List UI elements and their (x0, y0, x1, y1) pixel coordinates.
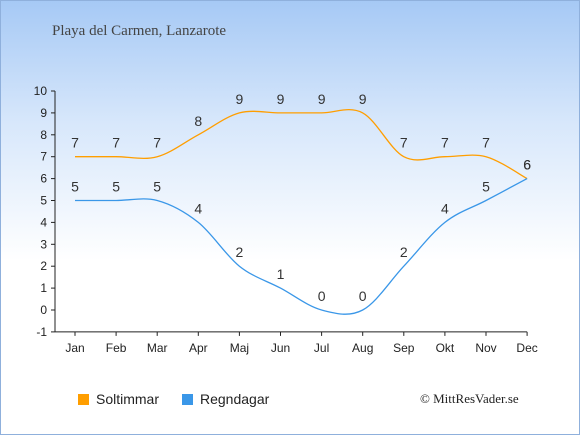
y-tick-label: 5 (40, 194, 47, 208)
data-label-soltimmar: 7 (400, 135, 408, 151)
data-label-regndagar: 0 (359, 288, 367, 304)
data-label-soltimmar: 7 (112, 135, 120, 151)
data-label-soltimmar: 9 (359, 91, 367, 107)
x-tick-label: Jun (271, 341, 290, 355)
data-label-soltimmar: 7 (482, 135, 490, 151)
y-tick-label: 9 (40, 106, 47, 120)
x-tick-label: Maj (230, 341, 249, 355)
legend-item-regndagar: Regndagar (182, 391, 269, 407)
data-label-regndagar: 5 (482, 179, 490, 195)
data-label-regndagar: 1 (277, 266, 285, 282)
data-label-regndagar: 0 (318, 288, 326, 304)
x-tick-label: Okt (436, 341, 455, 355)
data-label-soltimmar: 6 (523, 157, 531, 173)
data-label-soltimmar: 8 (194, 113, 202, 129)
x-tick-label: Aug (352, 341, 373, 355)
y-tick-label: 4 (40, 215, 47, 229)
data-label-regndagar: 2 (400, 244, 408, 260)
y-tick-label: -1 (36, 325, 47, 339)
y-tick-label: 0 (40, 303, 47, 317)
y-tick-label: 6 (40, 172, 47, 186)
data-label-regndagar: 4 (441, 200, 449, 216)
y-tick-label: 1 (40, 281, 47, 295)
x-tick-label: Dec (516, 341, 537, 355)
legend-item-soltimmar: Soltimmar (78, 391, 159, 407)
legend-label-soltimmar: Soltimmar (96, 391, 160, 407)
legend-label-regndagar: Regndagar (200, 391, 270, 407)
x-tick-label: Mar (147, 341, 168, 355)
data-label-regndagar: 4 (194, 200, 202, 216)
data-label-regndagar: 6 (523, 157, 531, 173)
series-line-regndagar (74, 178, 528, 315)
x-tick-label: Jul (314, 341, 329, 355)
x-tick-label: Nov (475, 341, 496, 355)
data-label-soltimmar: 9 (236, 91, 244, 107)
data-label-soltimmar: 7 (71, 135, 79, 151)
x-tick-label: Sep (393, 341, 415, 355)
legend-swatch-soltimmar (78, 393, 89, 405)
y-tick-label: 3 (40, 237, 47, 251)
copyright-text: © MittResVader.se (420, 391, 519, 406)
y-tick-label: 7 (40, 150, 47, 164)
x-tick-label: Feb (106, 341, 127, 355)
data-label-soltimmar: 7 (441, 135, 449, 151)
y-tick-label: 8 (40, 128, 47, 142)
x-tick-label: Jan (65, 341, 84, 355)
chart-title: Playa del Carmen, Lanzarote (52, 23, 227, 39)
data-label-regndagar: 5 (71, 179, 79, 195)
series-line-soltimmar (75, 109, 528, 180)
y-tick-label: 10 (34, 84, 48, 98)
x-tick-label: Apr (189, 341, 208, 355)
y-tick-label: 2 (40, 259, 47, 273)
data-label-regndagar: 5 (153, 179, 161, 195)
data-label-soltimmar: 9 (318, 91, 326, 107)
data-label-regndagar: 2 (236, 244, 244, 260)
data-label-soltimmar: 9 (277, 91, 285, 107)
data-label-soltimmar: 7 (153, 135, 161, 151)
legend-swatch-regndagar (182, 393, 193, 405)
data-label-regndagar: 5 (112, 179, 120, 195)
